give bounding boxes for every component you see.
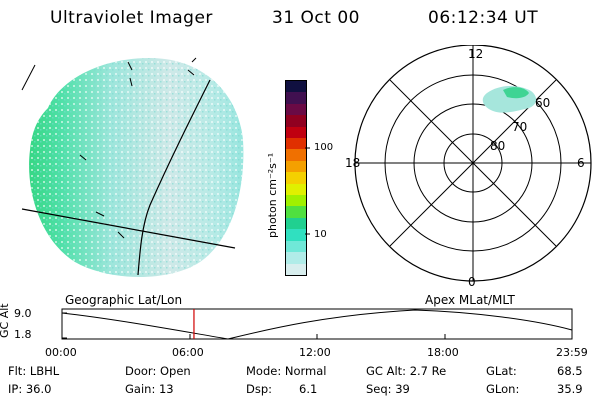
coast-line bbox=[79, 154, 125, 239]
uv-image bbox=[21, 57, 244, 277]
colorbar-ticks bbox=[305, 147, 310, 235]
timeline-ytick-top: 9.0 bbox=[14, 307, 32, 320]
altitude-curve bbox=[61, 309, 573, 340]
status-gc-alt: GC Alt: 2.7 Re bbox=[366, 364, 447, 378]
timeline-xtick-1: 06:00 bbox=[172, 346, 204, 359]
colorbar-segment bbox=[286, 217, 306, 230]
colorbar-segment bbox=[286, 138, 306, 150]
status-door: Door: Open bbox=[125, 364, 191, 378]
colorbar-segment bbox=[286, 92, 306, 104]
mlat-label-60: 60 bbox=[535, 96, 551, 110]
timeline-y-axis-label: GC Alt bbox=[0, 303, 11, 338]
colorbar bbox=[285, 80, 307, 276]
status-seq: Seq: 39 bbox=[366, 382, 410, 396]
lat-line bbox=[21, 208, 236, 249]
colorbar-segment bbox=[286, 229, 306, 241]
aurora-core bbox=[503, 87, 529, 99]
colorbar-segment bbox=[286, 206, 306, 218]
mlat-label-80: 80 bbox=[490, 139, 506, 153]
instrument-title: Ultraviolet Imager bbox=[50, 8, 213, 28]
status-glon-value: 35.9 bbox=[557, 382, 583, 396]
mlt-label-18: 18 bbox=[345, 156, 361, 170]
status-glat-value: 68.5 bbox=[557, 364, 583, 378]
status-dsp-label: Dsp: bbox=[246, 382, 273, 396]
coast-line bbox=[21, 64, 36, 91]
colorbar-segment bbox=[286, 252, 306, 264]
timeline-xtick-0: 00:00 bbox=[45, 346, 77, 359]
colorbar-segment bbox=[286, 126, 306, 139]
polar-plot bbox=[354, 45, 592, 282]
colorbar-segment bbox=[286, 103, 306, 116]
colorbar-segment bbox=[286, 183, 306, 196]
timeline-ytick-bottom: 1.8 bbox=[14, 328, 32, 341]
colorbar-segment bbox=[286, 149, 306, 161]
timeline-xtick-3: 18:00 bbox=[427, 346, 459, 359]
lon-line bbox=[137, 79, 211, 276]
timeline-xtick-2: 12:00 bbox=[299, 346, 331, 359]
mlat-label-70: 70 bbox=[512, 120, 528, 134]
status-mode: Mode: Normal bbox=[246, 364, 327, 378]
colorbar-tick-100: 100 bbox=[314, 142, 334, 153]
status-filter: Flt: LBHL bbox=[8, 364, 60, 378]
status-dsp-value: 6.1 bbox=[299, 382, 318, 396]
image-time: 06:12:34 UT bbox=[428, 8, 539, 28]
globe-disk bbox=[29, 58, 244, 277]
image-date: 31 Oct 00 bbox=[272, 8, 360, 28]
mlt-label-6: 6 bbox=[577, 156, 585, 170]
mlt-label-12: 12 bbox=[468, 47, 484, 61]
timeline-right-title: Apex MLat/MLT bbox=[425, 293, 515, 307]
timeline-xtick-4: 23:59 bbox=[556, 346, 588, 359]
colorbar-segment bbox=[286, 81, 306, 93]
colorbar-segment bbox=[286, 160, 306, 173]
status-glat-label: GLat: bbox=[486, 364, 517, 378]
status-gain: Gain: 13 bbox=[125, 382, 174, 396]
colorbar-segment bbox=[286, 195, 306, 207]
colorbar-tick-10: 10 bbox=[314, 229, 327, 240]
colorbar-unit-label: photon cm⁻²s⁻¹ bbox=[266, 152, 279, 238]
timeline-left-title: Geographic Lat/Lon bbox=[65, 293, 183, 307]
colorbar-segment bbox=[286, 240, 306, 253]
timeline-plot bbox=[61, 308, 573, 340]
colorbar-segment bbox=[286, 172, 306, 184]
colorbar-segment bbox=[286, 263, 306, 275]
mlt-label-0: 0 bbox=[468, 275, 476, 289]
status-ip: IP: 36.0 bbox=[8, 382, 52, 396]
coast-line bbox=[127, 57, 197, 87]
colorbar-segment bbox=[286, 115, 306, 127]
status-glon-label: GLon: bbox=[486, 382, 520, 396]
